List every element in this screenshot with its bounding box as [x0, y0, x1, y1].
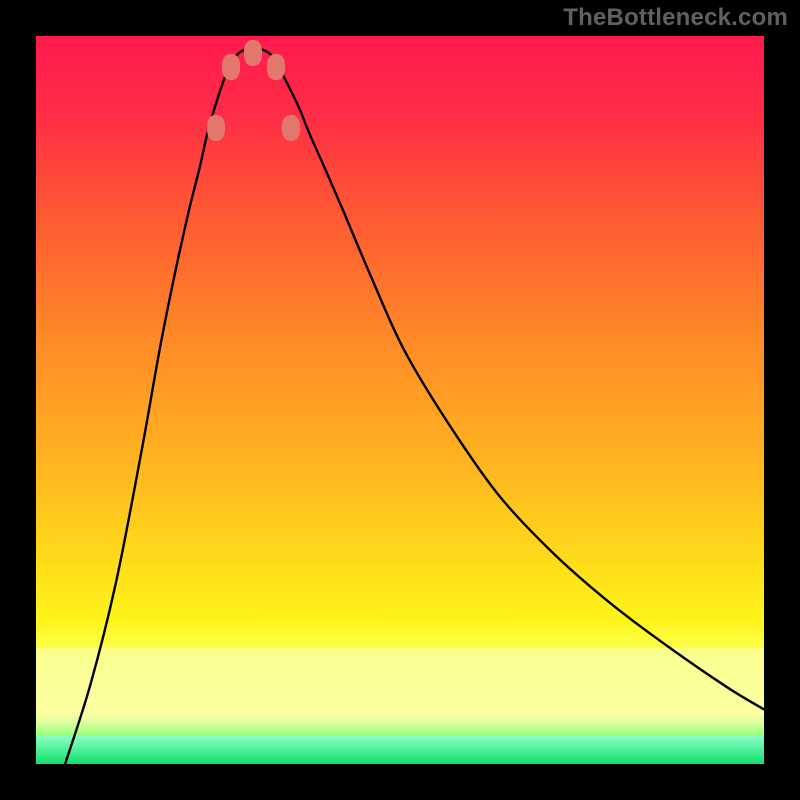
bottleneck-curve [36, 36, 764, 764]
curve-marker [222, 54, 240, 80]
curve-marker [267, 54, 285, 80]
plot-inner [36, 36, 764, 764]
curve-marker [207, 115, 225, 141]
watermark-text: TheBottleneck.com [563, 4, 788, 32]
curve-marker [244, 40, 262, 66]
plot-area [36, 36, 764, 764]
curve-marker [282, 115, 300, 141]
